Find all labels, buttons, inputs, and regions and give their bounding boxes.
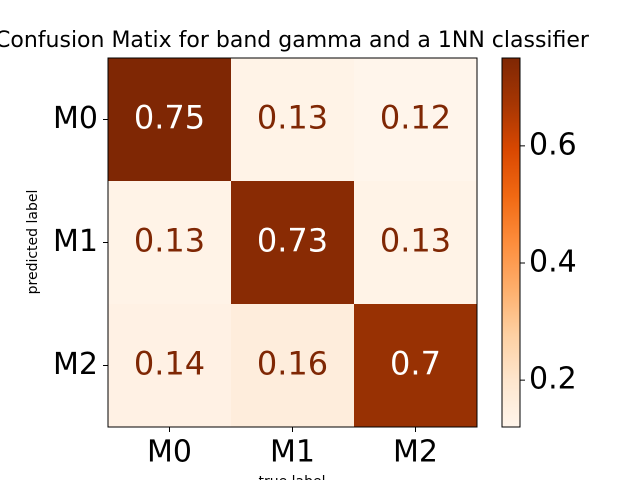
x-tick-label: M1 — [270, 435, 315, 470]
heatmap-cell — [231, 58, 355, 182]
cell-value-label: 0.7 — [390, 345, 441, 383]
cell-value-label: 0.73 — [257, 222, 328, 260]
cell-value-label: 0.14 — [134, 345, 205, 383]
heatmap-cell — [231, 181, 355, 305]
heatmap-cell — [354, 304, 478, 428]
cell-value-label: 0.12 — [380, 99, 451, 137]
y-tick-label: M2 — [53, 347, 98, 382]
chart-title: Confusion Matix for band gamma and a 1NN… — [0, 28, 590, 53]
cell-value-label: 0.13 — [257, 99, 328, 137]
heatmap-cell — [108, 304, 232, 428]
cell-value-label: 0.13 — [380, 222, 451, 260]
cell-value-label: 0.75 — [134, 99, 205, 137]
x-tick-label: M2 — [393, 435, 438, 470]
cell-value-label: 0.16 — [257, 345, 328, 383]
cell-value-label: 0.13 — [134, 222, 205, 260]
heatmap-cell — [354, 181, 478, 305]
heatmap-cell — [354, 58, 478, 182]
y-axis-label: predicted label — [25, 190, 41, 295]
y-tick-label: M1 — [53, 224, 98, 259]
heatmap-cell — [231, 304, 355, 428]
x-tick-label: M0 — [147, 435, 192, 470]
y-tick-label: M0 — [53, 101, 98, 136]
colorbar-tick-label: 0.4 — [529, 245, 577, 280]
heatmap-cell — [108, 58, 232, 182]
colorbar — [501, 57, 521, 428]
colorbar-tick-label: 0.6 — [529, 127, 577, 162]
heatmap-cell — [108, 181, 232, 305]
x-axis-label: true label — [258, 474, 325, 480]
colorbar-tick-label: 0.2 — [529, 362, 577, 397]
